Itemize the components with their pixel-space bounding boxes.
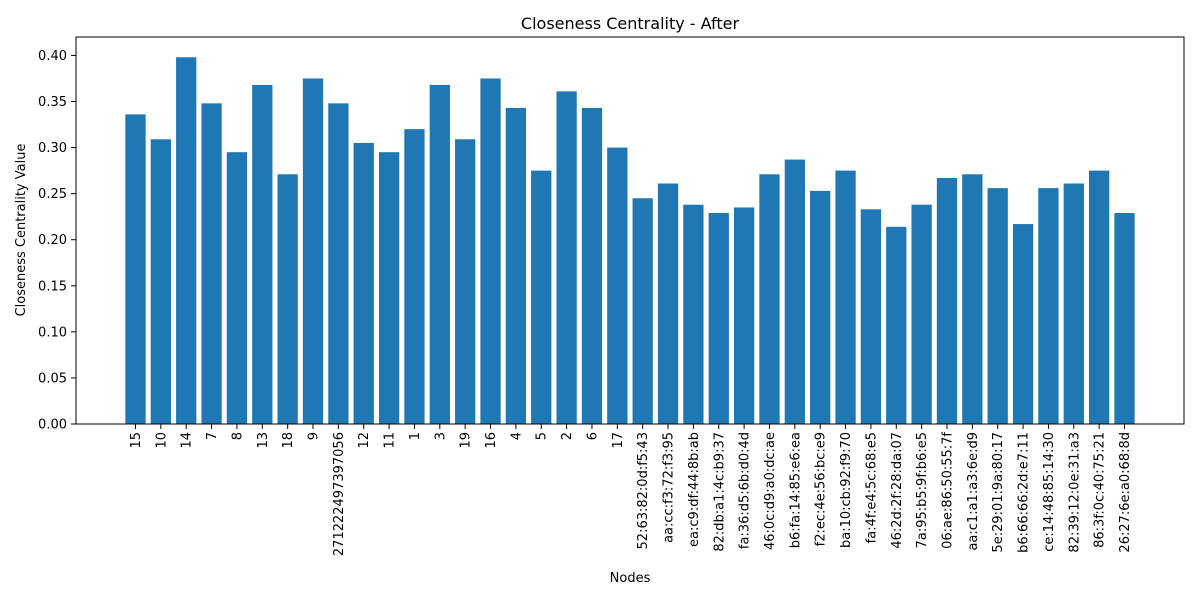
bar — [733, 207, 755, 424]
y-axis-ticks: 0.00 0.05 0.10 0.15 0.20 0.25 0.30 0.35 0.40 — [38, 49, 76, 433]
y-tick-label: 0.00 — [38, 418, 67, 433]
bar — [531, 170, 552, 424]
x-tick-label: 26:27:6e:a0:68:8d — [1118, 432, 1133, 553]
x-tick-label: 16 — [484, 432, 499, 449]
bar — [429, 84, 450, 425]
bar — [987, 188, 1008, 424]
bar — [657, 183, 679, 424]
bar — [1114, 212, 1135, 424]
x-tick-label: 4 — [509, 432, 524, 440]
bar — [962, 174, 983, 424]
bar — [125, 114, 146, 425]
x-tick-label: 8 — [230, 432, 245, 440]
x-tick-label: 82:db:a1:4c:b9:37 — [712, 432, 727, 552]
bar — [835, 170, 856, 424]
x-axis-label: Nodes — [610, 571, 651, 586]
bar — [911, 204, 932, 424]
x-tick-label: 15 — [129, 432, 144, 449]
x-tick-label: aa:cc:f3:72:f3:95 — [662, 432, 677, 543]
y-tick-label: 0.25 — [38, 187, 67, 202]
bar — [607, 147, 628, 425]
x-tick-label: 13 — [256, 432, 271, 449]
bar — [1012, 224, 1034, 424]
bar — [455, 139, 476, 424]
bar — [581, 107, 603, 424]
x-tick-label: 7 — [205, 432, 220, 440]
bar — [226, 152, 248, 424]
x-tick-label: 271222497397056 — [332, 432, 347, 556]
bar — [150, 139, 172, 424]
x-tick-label: 52:63:82:0d:f5:43 — [636, 432, 651, 549]
bar — [404, 129, 425, 424]
y-tick-label: 0.40 — [38, 49, 67, 64]
x-axis-ticks: 15 10 14 7 8 13 18 9 271222497397056 12 11 1 3 19 16 4 5… — [129, 424, 1133, 556]
x-tick-label: 3 — [433, 432, 448, 440]
bar — [1063, 183, 1084, 424]
y-axis-label: Closeness Centrality Value — [14, 144, 29, 317]
x-tick-label: 19 — [459, 432, 474, 449]
x-tick-label: ba:10:cb:92:f9:70 — [839, 432, 854, 548]
bar — [328, 103, 349, 424]
bar — [201, 103, 222, 424]
x-tick-label: 11 — [383, 432, 398, 449]
bars — [125, 57, 1135, 425]
y-tick-label: 0.05 — [38, 371, 67, 386]
bar — [860, 209, 882, 424]
bar — [480, 78, 501, 424]
bar — [378, 152, 400, 424]
x-tick-label: aa:c1:a1:a3:6e:d9 — [966, 432, 981, 551]
x-tick-label: 86:3f:0c:40:75:21 — [1093, 432, 1108, 548]
bar — [353, 142, 374, 424]
bar — [302, 78, 324, 424]
x-tick-label: 46:0c:d9:a0:dc:ae — [763, 432, 778, 550]
chart-title: Closeness Centrality - After — [521, 14, 740, 33]
x-tick-label: 7a:95:b5:9f:b6:e5 — [915, 432, 930, 548]
y-tick-label: 0.30 — [38, 141, 67, 156]
bar — [810, 190, 831, 424]
x-tick-label: 12 — [357, 432, 372, 449]
x-tick-label: ce:14:48:85:14:30 — [1042, 432, 1057, 552]
x-tick-label: 46:2d:2f:28:da:07 — [890, 432, 905, 549]
bar — [886, 226, 907, 424]
x-tick-label: b6:fa:14:85:e6:ea — [788, 432, 803, 548]
x-tick-label: fa:36:d5:6b:d0:4d — [738, 432, 753, 549]
x-tick-label: 06:ae:86:50:55:7f — [940, 432, 955, 549]
bar — [556, 91, 577, 424]
bar — [176, 57, 197, 425]
x-tick-label: fa:4f:e4:5c:68:e5 — [864, 432, 879, 543]
x-tick-label: b6:66:66:2d:e7:11 — [1017, 432, 1032, 553]
y-tick-label: 0.35 — [38, 95, 67, 110]
x-tick-label: 82:39:12:0e:31:a3 — [1067, 432, 1082, 553]
x-tick-label: f2:ec:4e:56:bc:e9 — [814, 432, 829, 546]
plot-frame — [75, 36, 1185, 425]
x-tick-label: 1 — [408, 432, 423, 440]
x-tick-label: 18 — [281, 432, 296, 449]
bar — [252, 84, 273, 425]
bar — [1038, 188, 1059, 424]
x-tick-label: 5 — [535, 432, 550, 440]
bar — [784, 159, 805, 425]
bar — [683, 204, 704, 424]
y-tick-label: 0.10 — [38, 325, 67, 340]
x-tick-label: 2 — [560, 432, 575, 440]
x-tick-label: ea:c9:df:44:8b:ab — [687, 432, 702, 547]
bar — [277, 174, 298, 424]
bar — [936, 177, 958, 424]
bar — [505, 107, 527, 424]
x-tick-label: 5e:29:01:9a:80:17 — [991, 432, 1006, 553]
y-tick-label: 0.15 — [38, 279, 67, 294]
x-tick-label: 9 — [307, 432, 322, 440]
bar — [759, 174, 780, 424]
bar — [632, 198, 653, 424]
bar — [708, 212, 729, 424]
x-tick-label: 17 — [611, 432, 626, 449]
x-tick-label: 6 — [585, 432, 600, 440]
y-tick-label: 0.20 — [38, 233, 67, 248]
bar — [1088, 170, 1110, 424]
x-tick-label: 14 — [180, 432, 195, 449]
x-tick-label: 10 — [154, 432, 169, 449]
